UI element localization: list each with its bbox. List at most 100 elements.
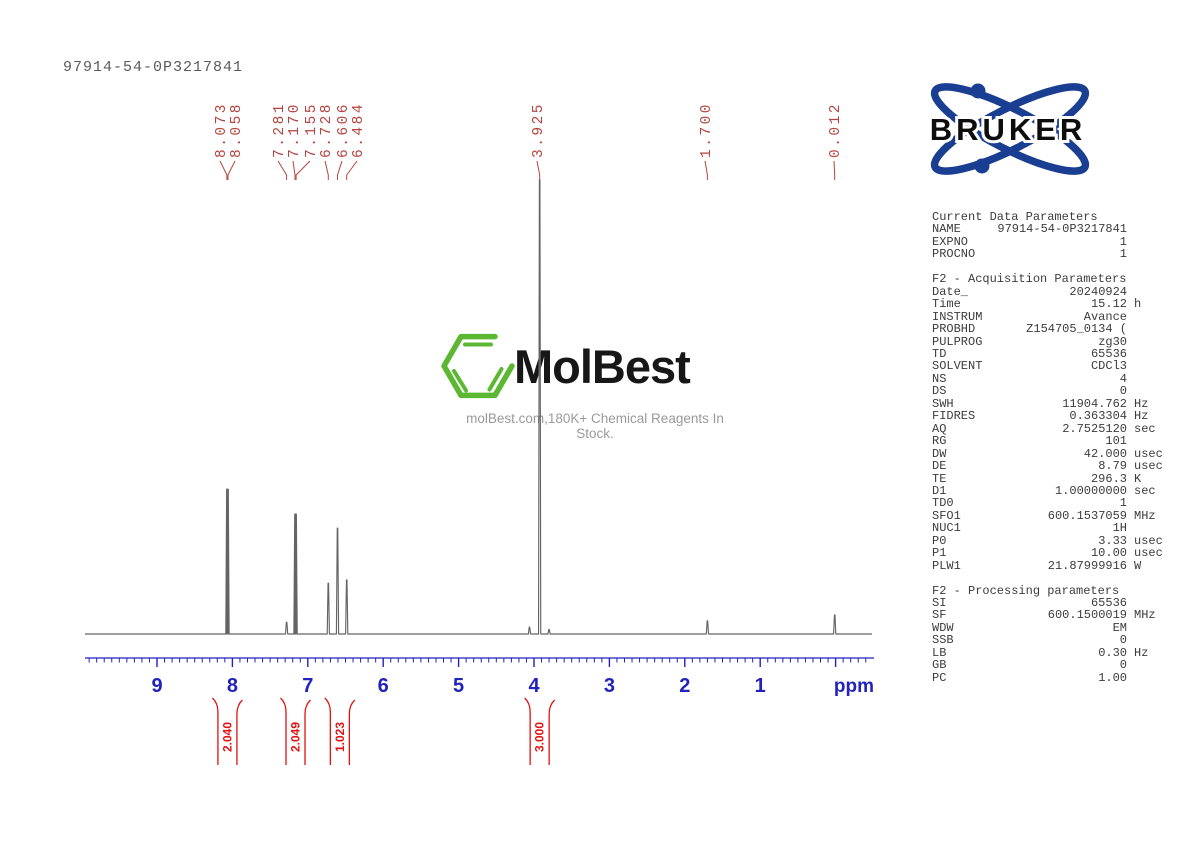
param-row: TD 65536 [932,346,1172,361]
param-value: 65536 [1090,346,1127,361]
param-value: Z154705_0134 ( [1026,322,1127,337]
integral-value: 2.049 [289,722,303,752]
param-section-header: Current Data Parameters [932,210,1098,224]
param-section: F2 - Processing parameters SI 65536 SF 600.1… [932,584,1172,685]
param-value: zg30 [1098,334,1127,349]
param-unit [1127,223,1172,235]
axis-tick-label: 6 [378,675,389,697]
param-label: SOLVENT [932,359,983,374]
param-row: PULPROG zg30 [932,334,1172,349]
axis-tick-label: 4 [528,675,540,697]
param-value: 10.00 [1090,546,1127,561]
integral-bracket [211,697,243,765]
param-value: 11904.762 [1062,396,1127,411]
param-unit: K [1134,471,1142,486]
param-row: FIDRES 0.363304 Hz [932,409,1172,424]
param-section: F2 - Acquisition Parameters Date_ 20240924… [932,273,1172,572]
param-unit [1127,336,1172,348]
param-label: LB [932,645,947,660]
param-label: TE [932,471,947,486]
param-value: 1H [1112,521,1127,536]
param-label: NAME [932,222,961,237]
param-value: 101 [1105,434,1127,449]
param-row: DE 8.79 usec [932,459,1172,474]
param-value: 2.7525120 [1062,421,1127,436]
peak-label: 6.484 [351,102,367,158]
param-unit: sec [1134,483,1156,498]
param-row: D1 1.00000000 sec [932,483,1172,498]
integral-bracket [524,697,556,765]
param-label: SFO1 [932,508,961,523]
peak-label: 6.728 [319,102,335,158]
param-label: DW [932,446,947,461]
param-row: PROCNO 1 [932,247,1172,262]
param-value: 600.1500019 [1047,608,1127,623]
sample-title: 97914-54-0P3217841 [63,59,244,76]
peak-label-connector [295,160,311,180]
param-label: Time [932,297,961,312]
param-label: SF [932,608,947,623]
param-value: 296.3 [1090,471,1127,486]
param-value: 0.363304 [1069,409,1127,424]
peak-label-connector [536,160,541,180]
param-row: DS 0 [932,384,1172,399]
param-row: PLW1 21.87999916 W [932,558,1172,573]
param-value: 0 [1119,658,1127,673]
param-label: INSTRUM [932,309,983,324]
param-label: PROCNO [932,247,976,262]
param-row: LB 0.30 Hz [932,645,1172,660]
param-row: PC 1.00 [932,670,1172,685]
param-unit: W [1134,558,1142,573]
param-row: TE 296.3 K [932,471,1172,486]
param-unit: Hz [1134,645,1149,660]
benzene-hexagon-icon [441,333,515,399]
peak-label: 8.073 [214,102,230,158]
peak-label-connector [292,160,296,180]
param-unit: usec [1134,533,1163,548]
param-row: WDW EM [932,621,1172,634]
peak-label-connector [324,160,329,180]
param-row: RG 101 [932,434,1172,449]
axis-tick-label: 2 [679,675,690,697]
param-value: 4 [1119,371,1127,386]
param-value: 21.87999916 [1047,558,1127,573]
param-label: TD0 [932,496,954,511]
watermark-brand: MolBest [514,340,691,393]
parameter-panel: Current Data Parameters NAME 97914-54-0P32… [932,211,1172,685]
param-row: Date_ 20240924 [932,285,1172,298]
param-unit: MHz [1134,508,1156,523]
param-row: SF 600.1500019 MHz [932,608,1172,623]
integral-value: 3.000 [533,722,547,752]
param-unit [1127,373,1172,385]
param-value: 1 [1119,496,1127,511]
param-label: NS [932,371,947,386]
peak-label: 8.058 [229,102,245,158]
param-label: GB [932,658,947,673]
param-label: P1 [932,546,947,561]
param-label: D1 [932,483,947,498]
axis-unit-label: ppm [834,676,874,697]
param-row: INSTRUM Avance [932,309,1172,324]
param-label: NUC1 [932,521,961,536]
param-label: AQ [932,421,947,436]
integral-bracket [280,697,311,765]
param-row: PROBHD Z154705_0134 ( [932,322,1172,337]
param-unit [1127,672,1172,684]
param-value: 3.33 [1098,533,1127,548]
param-section: Current Data Parameters NAME 97914-54-0P32… [932,211,1172,261]
param-unit: sec [1134,421,1156,436]
param-row: SSB 0 [932,634,1172,647]
peak-label: 6.606 [336,102,352,158]
param-row: SI 65536 [932,597,1172,610]
param-value: 97914-54-0P3217841 [997,222,1127,237]
param-value: 1 [1119,234,1127,249]
param-row: Time 15.12 h [932,297,1172,312]
param-label: PC [932,670,947,685]
integral-value: 2.040 [220,722,234,752]
param-row: NAME 97914-54-0P3217841 [932,222,1172,237]
param-row: P0 3.33 usec [932,533,1172,548]
param-label: PULPROG [932,334,983,349]
param-value: 8.79 [1098,459,1127,474]
param-unit [1127,659,1172,671]
param-label: DS [932,384,947,399]
